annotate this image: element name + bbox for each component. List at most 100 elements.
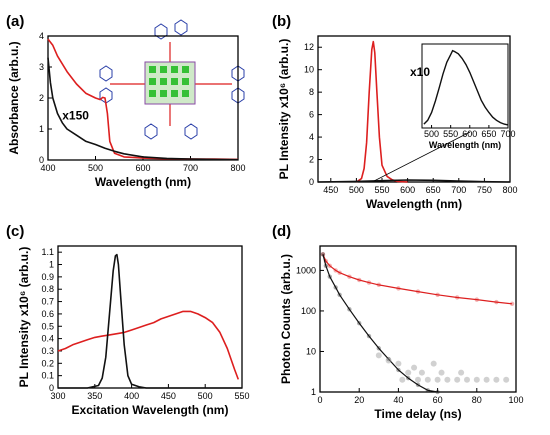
y-tick-label: 0.6 bbox=[41, 309, 54, 319]
y-tick-label: 4 bbox=[309, 132, 314, 142]
scale-annotation: x150 bbox=[62, 109, 89, 123]
x-axis-title: Wavelength (nm) bbox=[95, 175, 191, 189]
x-tick-label: 450 bbox=[161, 391, 176, 401]
y-tick-label: 8 bbox=[309, 87, 314, 97]
inset-scale-annotation: x10 bbox=[410, 65, 430, 79]
y-tick-label: 1000 bbox=[296, 265, 316, 275]
x-axis-title: Time delay (ns) bbox=[374, 407, 461, 421]
gray-data-point bbox=[464, 376, 470, 383]
x-tick-label: 600 bbox=[135, 163, 150, 173]
x-tick-label: 500 bbox=[198, 391, 213, 401]
x-tick-label: 400 bbox=[40, 163, 55, 173]
x-tick-label: 300 bbox=[50, 391, 65, 401]
y-tick-label: 12 bbox=[304, 42, 314, 52]
y-tick-label: 1 bbox=[49, 260, 54, 270]
y-tick-label: 0.8 bbox=[41, 284, 54, 294]
x-tick-label: 350 bbox=[87, 391, 102, 401]
gray-data-point bbox=[493, 376, 500, 383]
panel-label-c: (c) bbox=[6, 223, 24, 240]
chart-panel-d: 0 20 40 60 80 100 1 10 100 1000 Time delay (ns) Pho… bbox=[279, 245, 524, 421]
y-axis-title: PL Intensity x10⁶ (arb.u.) bbox=[277, 39, 291, 180]
molecule-illustration bbox=[99, 19, 245, 140]
y-tick-label: 2 bbox=[309, 155, 314, 165]
x-tick-label: 500 bbox=[88, 163, 103, 173]
y-tick-label: 2 bbox=[39, 93, 44, 103]
inset-x-tick-label: 550 bbox=[443, 129, 458, 139]
red-series-line bbox=[355, 40, 408, 183]
y-axis-title: Absorbance (arb.u.) bbox=[7, 41, 21, 154]
y-tick-label: 0.2 bbox=[41, 358, 54, 368]
gray-data-point bbox=[395, 360, 402, 367]
chart-panel-b: 450 500 550 600 650 700 750 800 0 2 4 6 8 10 12 Wavelen… bbox=[277, 35, 518, 211]
y-tick-label: 0.7 bbox=[41, 297, 54, 307]
chart-panel-c: 300 350 400 450 500 550 0 0.1 0.2 0.3 0.4 0.5 0.6 0.7… bbox=[17, 245, 250, 417]
x-tick-label: 550 bbox=[374, 185, 389, 195]
x-tick-label: 100 bbox=[508, 395, 523, 405]
inset-x-tick-label: 650 bbox=[481, 129, 496, 139]
inset-x-axis-title: Wavelength (nm) bbox=[429, 140, 501, 150]
gray-data-point bbox=[418, 369, 425, 376]
x-axis-title: Wavelength (nm) bbox=[366, 197, 462, 211]
gray-data-point bbox=[503, 376, 510, 383]
inset-series-line bbox=[423, 49, 509, 126]
x-tick-label: 600 bbox=[400, 185, 415, 195]
black-series-line bbox=[322, 254, 438, 393]
x-tick-label: 550 bbox=[234, 391, 249, 401]
y-tick-label: 3 bbox=[39, 62, 44, 72]
gray-data-point bbox=[458, 369, 465, 376]
x-tick-label: 60 bbox=[433, 395, 443, 405]
x-tick-label: 450 bbox=[323, 185, 338, 195]
y-tick-label: 1.1 bbox=[41, 247, 54, 257]
black-series-line bbox=[58, 253, 242, 389]
y-tick-label: 0 bbox=[49, 383, 54, 393]
x-tick-label: 500 bbox=[349, 185, 364, 195]
gray-data-point bbox=[424, 376, 431, 383]
red-data-point bbox=[320, 252, 326, 257]
x-tick-label: 750 bbox=[477, 185, 492, 195]
y-tick-label: 0.9 bbox=[41, 272, 54, 282]
red-series-line bbox=[57, 310, 240, 380]
panel-label-a: (a) bbox=[6, 13, 24, 30]
x-tick-label: 700 bbox=[183, 163, 198, 173]
red-series-line bbox=[47, 38, 239, 161]
x-tick-label: 40 bbox=[393, 395, 403, 405]
y-tick-label: 0.3 bbox=[41, 346, 54, 356]
gray-data-point bbox=[385, 357, 392, 364]
gray-data-point bbox=[430, 360, 437, 367]
x-tick-label: 800 bbox=[230, 163, 245, 173]
gray-data-point bbox=[405, 369, 412, 376]
plot-frame bbox=[317, 35, 511, 183]
y-tick-label: 1 bbox=[311, 387, 316, 397]
y-axis-title: PL Intensity x10⁶ (arb.u.) bbox=[17, 247, 31, 388]
y-tick-label: 6 bbox=[309, 110, 314, 120]
gray-data-point bbox=[454, 376, 461, 383]
plot-frame bbox=[57, 245, 243, 389]
y-tick-label: 10 bbox=[306, 346, 316, 356]
y-tick-label: 0.5 bbox=[41, 321, 54, 331]
plot-frame bbox=[319, 245, 517, 393]
panel-label-b: (b) bbox=[272, 13, 291, 30]
x-tick-label: 800 bbox=[502, 185, 517, 195]
x-axis-title: Excitation Wavelength (nm) bbox=[72, 403, 229, 417]
y-tick-label: 0 bbox=[309, 177, 314, 187]
y-tick-label: 100 bbox=[301, 306, 316, 316]
gray-data-point bbox=[375, 352, 382, 359]
inset-x-tick-label: 600 bbox=[462, 129, 477, 139]
panel-label-d: (d) bbox=[272, 223, 291, 240]
y-tick-label: 1 bbox=[39, 124, 44, 134]
x-tick-label: 400 bbox=[124, 391, 139, 401]
y-tick-label: 0.1 bbox=[41, 371, 54, 381]
inset-pointer bbox=[374, 131, 471, 182]
inset-x-tick-label: 500 bbox=[424, 129, 439, 139]
gray-data-point bbox=[434, 376, 441, 383]
y-tick-label: 0 bbox=[39, 155, 44, 165]
x-tick-label: 80 bbox=[472, 395, 482, 405]
y-tick-label: 4 bbox=[39, 31, 44, 41]
gray-data-point bbox=[411, 364, 418, 371]
chart-panel-a: 400 500 600 700 800 0 1 2 3 4 Wavelength (nm) Absor… bbox=[7, 31, 246, 189]
gray-data-point bbox=[399, 376, 406, 383]
x-tick-label: 20 bbox=[354, 395, 364, 405]
black-data-point bbox=[320, 252, 326, 257]
